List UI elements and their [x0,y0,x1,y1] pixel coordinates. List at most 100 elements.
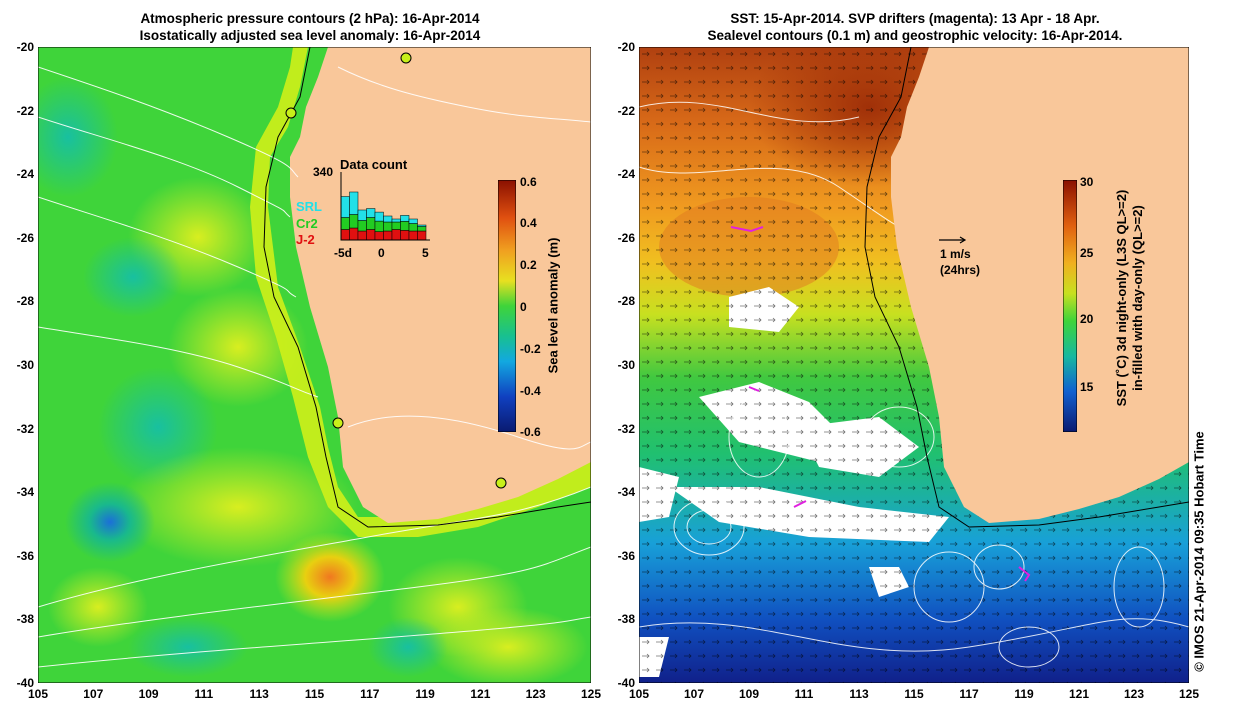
left-lat-tick: -38 [16,612,34,627]
right-lon-tick: 105 [628,687,650,701]
histogram-bar-red [417,230,427,241]
left-lon-tick: 115 [304,687,325,701]
left-lat-tick: -26 [16,230,34,245]
data-count-title: Data count [340,157,408,172]
left-lat-tick: -30 [16,358,34,372]
australia-land-right [891,47,1189,523]
left-lat-tick: -36 [16,548,34,563]
histogram-bar-cyan [349,191,359,215]
right-lon-tick: 125 [1178,687,1200,701]
sst-colorbar-label: SST (˚C) 3d night-only (L3S QL>=2) in-fi… [1114,178,1146,418]
sst-tick-1: 25 [1080,246,1094,260]
histogram-bar-cyan [391,218,401,223]
right-lon-tick: 119 [1014,687,1034,701]
legend-j2: J-2 [296,232,315,247]
histogram-bar-cyan [357,209,367,221]
histogram-bar-red [383,230,393,241]
left-lat-tick: -22 [16,103,34,118]
histogram-bar-green [408,223,418,232]
sla-tick-1: 0.4 [520,216,537,230]
velocity-scale-label: 1 m/s (24hrs) [940,246,980,278]
left-lon-tick: 109 [138,687,159,701]
histogram-bar-red [408,230,418,241]
right-lon-tick: 113 [849,687,869,701]
right-lat-tick: -34 [617,485,635,500]
histogram-bar-cyan [408,218,418,224]
hist-xtick-0: -5d [334,246,352,260]
left-lon-tick: 125 [580,687,602,701]
sst-colorbar [1063,180,1077,432]
histogram-bar-red [391,229,401,241]
legend-cr2: Cr2 [296,216,318,231]
left-lat-tick: -24 [16,167,34,182]
sst-tick-3: 15 [1080,380,1094,394]
histogram-bar-cyan [383,215,393,223]
sst-colorbar-label-line1: SST (˚C) 3d night-only (L3S QL>=2) [1114,189,1129,407]
left-lon-tick: 105 [27,687,49,701]
left-lat-tick: -32 [16,421,34,436]
left-lat-tick: -34 [16,485,34,500]
sst-tick-0: 30 [1080,175,1094,189]
histogram-bar-cyan [400,215,410,222]
left-lon-tick: 123 [525,687,546,701]
sst-colorbar-label-line2: in-filled with day-only (QL>=2) [1130,205,1145,391]
left-title: Atmospheric pressure contours (2 hPa): 1… [60,10,560,44]
histogram-bar-green [357,220,367,232]
velocity-scale-line1: 1 m/s [940,247,971,261]
data-count-histogram [340,172,430,241]
left-title-line1: Atmospheric pressure contours (2 hPa): 1… [140,11,480,26]
sla-colorbar [498,180,516,432]
sst-tick-2: 20 [1080,312,1094,326]
left-lon-tick: 113 [249,687,269,701]
hist-xtick-2: 5 [422,246,429,260]
sst-map [639,47,1189,683]
histogram-bar-green [383,221,393,232]
left-lat-tick: -28 [16,294,34,309]
right-lat-tick: -26 [617,230,635,245]
histogram-bar-cyan [340,196,350,218]
histogram-bar-green [374,220,384,232]
left-lon-tick: 107 [83,687,104,701]
left-lon-tick: 111 [194,687,214,701]
histogram-bar-green [349,214,359,229]
right-title-line1: SST: 15-Apr-2014. SVP drifters (magenta)… [730,11,1100,26]
histogram-bar-green [400,221,410,231]
histogram-bar-red [349,227,359,241]
right-lon-tick: 123 [1123,687,1145,701]
right-lat-tick: -40 [617,676,635,690]
histogram-bar-green [366,217,376,230]
histogram-bar-red [374,231,384,241]
right-lon-tick: 111 [794,687,814,701]
sla-tick-2: 0.2 [520,258,537,272]
histogram-bar-cyan [366,208,376,218]
right-lat-tick: -20 [617,40,635,54]
right-lat-tick: -32 [617,421,635,436]
right-lat-tick: -38 [617,612,635,627]
sla-tick-4: -0.2 [520,342,541,356]
histogram-bar-red [366,229,376,241]
histogram-bar-red [357,230,367,241]
sla-tick-3: 0 [520,300,527,314]
histogram-bar-green [340,217,350,230]
histogram-bar-red [340,229,350,241]
histogram-axes [340,172,430,241]
left-lon-tick: 117 [360,687,380,701]
legend-srl: SRL [296,199,322,214]
left-title-line2: Isostatically adjusted sea level anomaly… [139,28,481,43]
left-lon-tick: 119 [415,687,435,701]
histogram-bar-red [400,230,410,241]
sla-tick-5: -0.4 [520,384,541,398]
right-lon-tick: 109 [738,687,760,701]
left-lat-tick: -40 [16,676,34,690]
sla-colorbar-label: Sea level anomaly (m) [545,237,561,374]
left-lon-tick: 121 [470,687,491,701]
right-lat-tick: -36 [617,548,635,563]
right-lat-tick: -22 [617,103,635,118]
right-lat-tick: -24 [617,167,635,182]
right-title: SST: 15-Apr-2014. SVP drifters (magenta)… [645,10,1185,44]
left-lat-tick: -20 [16,40,34,54]
velocity-scale-line2: (24hrs) [940,263,981,277]
right-lon-tick: 115 [904,687,924,701]
right-lat-tick: -28 [617,294,635,309]
histogram-bar-cyan [417,224,427,227]
